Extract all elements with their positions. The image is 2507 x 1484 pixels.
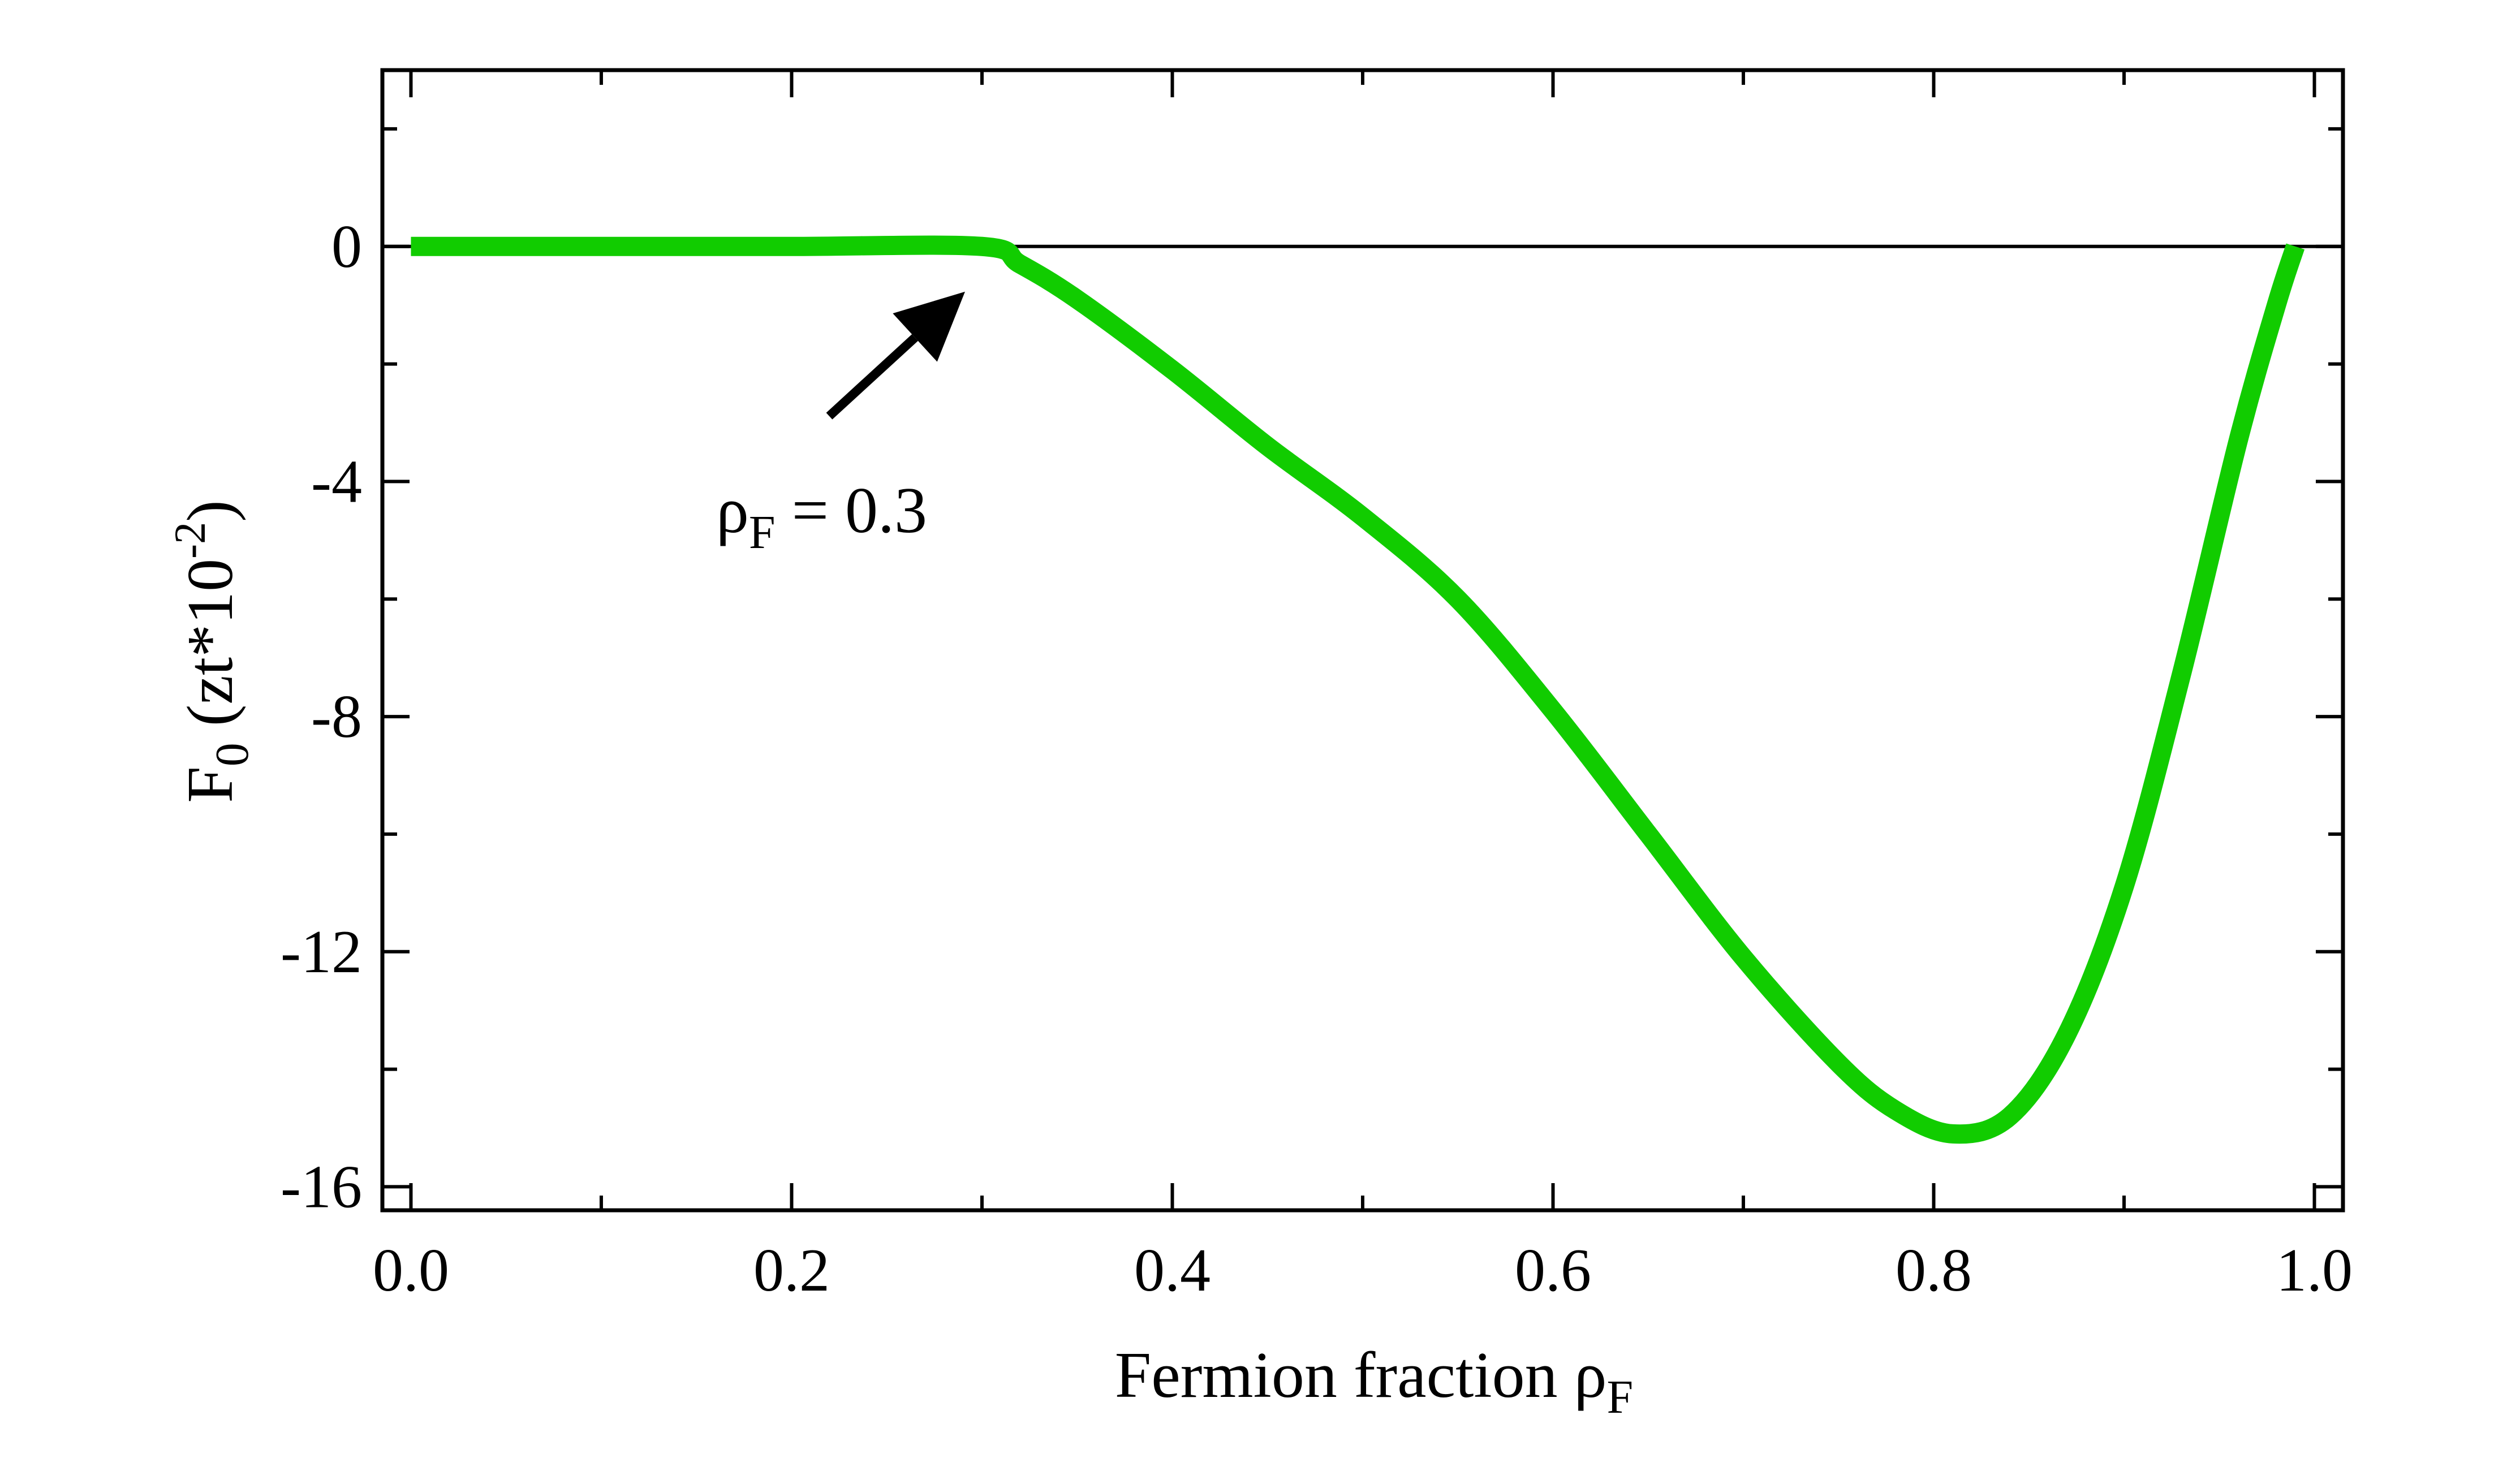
y-tick-label: -12 xyxy=(281,918,362,986)
annotation-label-value: = 0.3 xyxy=(776,474,927,547)
x-tick-label: 1.0 xyxy=(2276,1237,2353,1304)
x-axis-title: Fermion fraction ρF xyxy=(1115,1339,1633,1423)
y-axis-title: F0 (zt*10-2) xyxy=(165,500,259,803)
x-axis-title-subscript: F xyxy=(1606,1371,1633,1423)
y-axis-title-subscript: 0 xyxy=(206,743,259,766)
annotation-arrow-shaft xyxy=(826,334,918,420)
y-axis-title-main: F xyxy=(174,766,247,803)
y-axis-title-exponent: -2 xyxy=(165,522,214,559)
y-tick-label: -16 xyxy=(281,1153,362,1220)
x-axis-title-main: Fermion fraction ρ xyxy=(1115,1339,1607,1412)
y-tick-label: -4 xyxy=(311,448,362,515)
x-tick-label: 0.2 xyxy=(753,1237,830,1304)
x-tick-labels: 0.0 0.2 0.4 0.6 0.8 1.0 xyxy=(373,1237,2353,1304)
annotation-label-main: ρ xyxy=(716,474,749,547)
annotation-label-subscript: F xyxy=(749,506,776,559)
y-axis-title-close: ) xyxy=(174,500,247,522)
x-tick-label: 0.8 xyxy=(1896,1237,1972,1304)
x-tick-label: 0.6 xyxy=(1515,1237,1591,1304)
annotation-label: ρF = 0.3 xyxy=(716,474,927,559)
ticks-layer xyxy=(382,70,2343,1210)
series-line-0 xyxy=(411,235,2305,1144)
x-tick-label: 0.4 xyxy=(1134,1237,1211,1304)
series-layer xyxy=(411,235,2305,1144)
y-axis-title-unit: (zt*10 xyxy=(174,559,247,743)
y-tick-label: -8 xyxy=(311,683,362,750)
y-tick-labels: 0 -4 -8 -12 -16 xyxy=(281,213,362,1221)
annotation: ρF = 0.3 xyxy=(716,291,965,559)
x-tick-label: 0.0 xyxy=(373,1237,449,1304)
y-tick-label: 0 xyxy=(331,213,362,281)
annotation-arrow-head xyxy=(893,291,965,362)
